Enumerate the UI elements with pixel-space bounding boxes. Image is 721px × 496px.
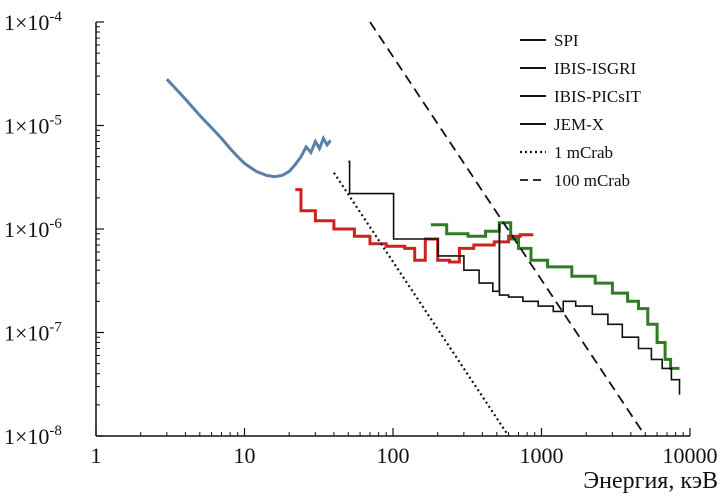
series-line-ibis-picsit [348,160,681,395]
x-tick-label: 1 [91,443,102,468]
legend-label: JEM-X [554,115,604,134]
legend-label: 1 mCrab [554,143,613,162]
x-tick-label: 100 [377,443,410,468]
legend-label: SPI [554,31,579,50]
series-group [165,21,681,437]
x-tick-label: 10 [234,443,256,468]
x-tick-label: 10000 [663,443,718,468]
legend-label: IBIS-PICsIT [554,87,642,106]
y-tick-label: 1×10-4 [4,9,62,35]
y-tick-label: 1×10-6 [4,216,62,242]
y-tick-label: 1×10-5 [4,113,62,139]
x-axis-label: Энергия, кэВ [583,468,718,494]
series-line-jem-x [165,78,332,179]
series-line-spi [430,221,680,370]
x-tick-label: 1000 [520,443,564,468]
y-tick-label: 1×10-8 [4,423,62,449]
series-line-1-mcrab [332,172,510,437]
legend-label: IBIS-ISGRI [554,59,637,78]
series-line-100-mcrab [369,21,647,437]
legend: SPI IBIS-ISGRI IBIS-PICsIT JEM-X 1 mCrab 100 … [520,31,642,190]
y-tick-label: 1×10-7 [4,320,62,346]
legend-label: 100 mCrab [554,171,630,190]
series-line-ibis-isgri [295,188,534,264]
